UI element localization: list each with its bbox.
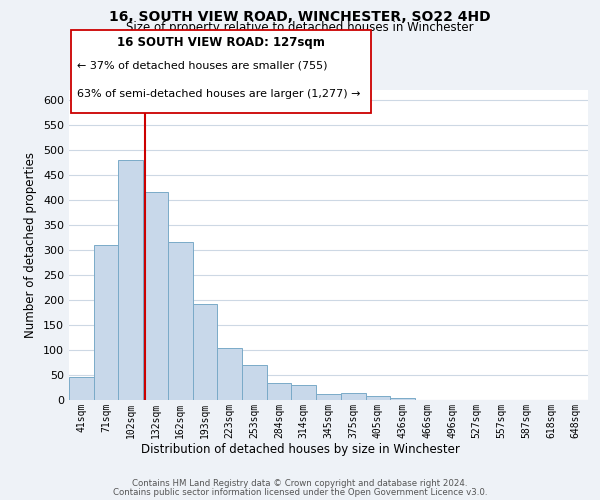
Bar bbox=[217, 348, 242, 400]
Text: Contains public sector information licensed under the Open Government Licence v3: Contains public sector information licen… bbox=[113, 488, 487, 497]
Text: 16 SOUTH VIEW ROAD: 127sqm: 16 SOUTH VIEW ROAD: 127sqm bbox=[117, 36, 325, 49]
Text: 16, SOUTH VIEW ROAD, WINCHESTER, SO22 4HD: 16, SOUTH VIEW ROAD, WINCHESTER, SO22 4H… bbox=[109, 10, 491, 24]
Text: Distribution of detached houses by size in Winchester: Distribution of detached houses by size … bbox=[140, 442, 460, 456]
Bar bbox=[341, 393, 365, 400]
Bar bbox=[193, 304, 217, 400]
Bar bbox=[69, 376, 94, 400]
Bar bbox=[242, 365, 267, 400]
Bar bbox=[292, 385, 316, 400]
Bar bbox=[118, 160, 143, 400]
Bar bbox=[267, 382, 292, 400]
Text: Contains HM Land Registry data © Crown copyright and database right 2024.: Contains HM Land Registry data © Crown c… bbox=[132, 479, 468, 488]
Bar bbox=[168, 242, 193, 400]
Bar bbox=[94, 245, 118, 400]
Y-axis label: Number of detached properties: Number of detached properties bbox=[25, 152, 37, 338]
Bar bbox=[390, 398, 415, 400]
Bar bbox=[316, 394, 341, 400]
Text: 63% of semi-detached houses are larger (1,277) →: 63% of semi-detached houses are larger (… bbox=[77, 90, 360, 100]
Bar bbox=[365, 396, 390, 400]
Text: Size of property relative to detached houses in Winchester: Size of property relative to detached ho… bbox=[126, 21, 474, 34]
Bar bbox=[143, 192, 168, 400]
Text: ← 37% of detached houses are smaller (755): ← 37% of detached houses are smaller (75… bbox=[77, 60, 328, 70]
